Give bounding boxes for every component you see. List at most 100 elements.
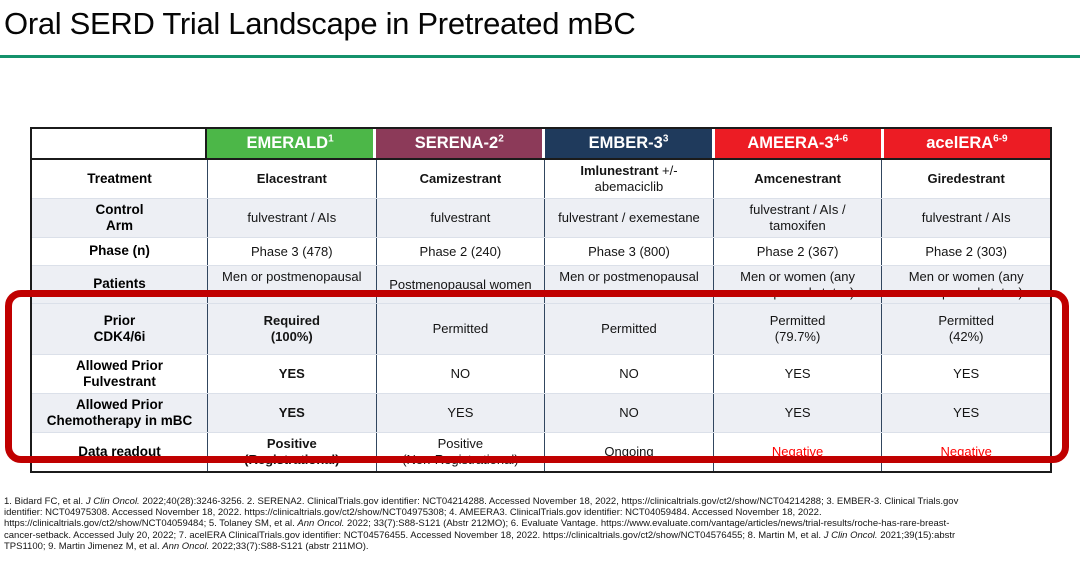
data-cell-text: NO	[619, 405, 639, 421]
row-label: Allowed Prior Chemotherapy in mBC	[32, 394, 207, 432]
column-header-emerald: EMERALD1	[207, 129, 374, 158]
data-cell: Permitted (79.7%)	[712, 304, 882, 354]
data-cell: Permitted	[544, 304, 713, 354]
footnote-segment: Ann Oncol.	[297, 518, 345, 530]
data-cell-text: Phase 2 (303)	[925, 243, 1007, 259]
data-cell-text: YES	[953, 405, 980, 421]
data-cell-text: NO	[619, 366, 639, 382]
data-cell: Positive (Registrational)	[207, 433, 376, 471]
data-cell: Elacestrant	[207, 160, 376, 198]
row-label: Allowed Prior Fulvestrant	[75, 357, 163, 389]
data-cell: Required (100%)	[207, 304, 376, 354]
data-cell: YES	[881, 394, 1050, 432]
column-header-ameera-3: AMEERA-34-6	[711, 129, 881, 158]
data-cell-text: Postmenopausal women	[389, 276, 532, 292]
data-cell: YES	[712, 394, 882, 432]
data-cell-segment: Imlunestrant	[580, 163, 659, 179]
column-header-serena-2: SERENA-22	[373, 129, 543, 158]
data-cell: NO	[375, 355, 545, 393]
table-row: Patients Men or postmenopausal women Postm…	[32, 265, 1050, 303]
footnote-segment: Ann Oncol.	[162, 540, 210, 552]
row-label: Patients	[32, 266, 207, 303]
footnote-segment: cancer-setback. Accessed July 20, 2022; …	[4, 529, 824, 541]
data-cell-text: Permitted (42%)	[938, 313, 994, 344]
footnote-segment: 2022; 33(7):S88-S121 (Abstr 212MO); 6. E…	[344, 518, 950, 530]
data-cell: NO	[544, 394, 713, 432]
data-cell-text: Men or postmenopausal women	[222, 268, 362, 300]
data-cell-text: Ongoing	[604, 444, 654, 460]
data-cell-text: Phase 3 (478)	[250, 243, 333, 259]
column-header-superscript: 4-6	[833, 133, 849, 145]
data-cell: Men or women (any menopausal status)	[712, 266, 882, 303]
row-label: Control Arm	[32, 199, 207, 237]
data-cell: Permitted (42%)	[881, 304, 1050, 354]
column-header-acelera: acelERA6-9	[880, 129, 1051, 158]
data-cell: Camizestrant	[375, 160, 545, 198]
data-cell-text: Positive (Non-Registrational)	[402, 436, 519, 467]
data-cell-text: Elacestrant	[256, 171, 327, 187]
data-cell-text: Required (100%)	[263, 313, 320, 344]
data-cell-text: Permitted (79.7%)	[769, 313, 826, 344]
data-cell-text: YES	[447, 405, 474, 421]
data-cell-text: fulvestrant / AIs / tamoxifen	[749, 202, 846, 233]
data-cell: YES	[207, 355, 376, 393]
data-cell-segment: +/- abemaciclib	[594, 163, 678, 194]
column-header-label: EMERALD1	[246, 133, 334, 152]
data-cell: Phase 3 (800)	[544, 238, 713, 265]
data-cell: fulvestrant / AIs	[881, 199, 1050, 237]
data-cell-text: Phase 2 (367)	[756, 243, 839, 259]
data-cell-text: Permitted	[432, 321, 489, 337]
data-cell-text: Amcenestrant	[754, 171, 841, 187]
data-cell-text: Giredestrant	[927, 171, 1005, 187]
table-row: Prior CDK4/6i Required (100%) Permitted Per…	[32, 303, 1050, 354]
column-header-superscript: 6-9	[993, 133, 1008, 145]
data-cell-text: Positive (Registrational)	[244, 436, 340, 467]
column-header-superscript: 3	[662, 133, 669, 145]
data-cell: Phase 2 (240)	[375, 238, 545, 265]
title-underline-rule	[0, 55, 1080, 58]
data-cell-text: Permitted	[601, 321, 657, 337]
table-row: Data readout Positive (Registrational) Pos…	[32, 432, 1050, 471]
footnote-line: https://clinicaltrials.gov/ct2/show/NCT0…	[4, 518, 1078, 529]
column-header-superscript: 1	[328, 133, 334, 145]
table-row: Treatment Elacestrant Camizestrant Imlunest…	[32, 160, 1050, 198]
table-header-row: EMERALD1 SERENA-22 EMBER-33 AMEERA-34-6 acel…	[32, 129, 1051, 160]
data-cell: Giredestrant	[881, 160, 1050, 198]
data-cell-text: Imlunestrant +/- abemaciclib	[580, 163, 677, 195]
column-header-label: AMEERA-34-6	[747, 133, 849, 152]
data-cell-text: fulvestrant / exemestane	[558, 210, 700, 226]
footnote-line: identifier: NCT04975308. Accessed Novemb…	[4, 507, 1078, 518]
table-row: Control Arm fulvestrant / AIs fulvestrant f…	[32, 198, 1050, 237]
data-cell-text: fulvestrant / AIs	[247, 210, 337, 226]
row-label: Data readout	[78, 443, 161, 459]
trial-comparison-table: EMERALD1 SERENA-22 EMBER-33 AMEERA-34-6 acel…	[5, 127, 1069, 473]
corner-cell	[32, 129, 207, 158]
footnote-line: cancer-setback. Accessed July 20, 2022; …	[4, 530, 1078, 541]
data-cell: Men or postmenopausal women	[544, 266, 713, 303]
data-cell-text: Phase 3 (800)	[588, 243, 670, 259]
table-grid: EMERALD1 SERENA-22 EMBER-33 AMEERA-34-6 acel…	[30, 127, 1052, 473]
data-cell-text: NO	[450, 366, 471, 382]
data-cell-text: Negative	[940, 444, 992, 460]
footnote-line: 1. Bidard FC, et al. J Clin Oncol. 2022;…	[4, 496, 1078, 507]
data-cell: Positive (Non-Registrational)	[375, 433, 545, 471]
column-header-label: SERENA-22	[414, 133, 504, 152]
data-cell: Ongoing	[544, 433, 713, 471]
column-header-superscript: 2	[498, 133, 504, 145]
column-header-label: acelERA6-9	[926, 133, 1008, 152]
data-cell: YES	[207, 394, 376, 432]
data-cell-text: Men or women (any menopausal status)	[740, 268, 856, 300]
table-row: Phase (n) Phase 3 (478) Phase 2 (240) Phase…	[32, 237, 1050, 265]
data-cell: Permitted	[375, 304, 545, 354]
data-cell: Negative	[712, 433, 882, 471]
table-row: Allowed Prior Fulvestrant YES NO NO YES YES	[32, 354, 1050, 393]
page-title: Oral SERD Trial Landscape in Pretreated …	[4, 6, 636, 41]
table-row: Allowed Prior Chemotherapy in mBC YES YES N…	[32, 393, 1050, 432]
data-cell-text: Camizestrant	[419, 171, 502, 187]
footnote-segment: J Clin Oncol.	[85, 496, 140, 507]
footnote-segment: 1. Bidard FC, et al.	[4, 496, 86, 507]
row-label: Prior CDK4/6i	[32, 304, 207, 354]
data-cell: NO	[544, 355, 713, 393]
footnote-segment: TPS1100; 9. Martin Jimenez M, et al.	[4, 540, 163, 552]
